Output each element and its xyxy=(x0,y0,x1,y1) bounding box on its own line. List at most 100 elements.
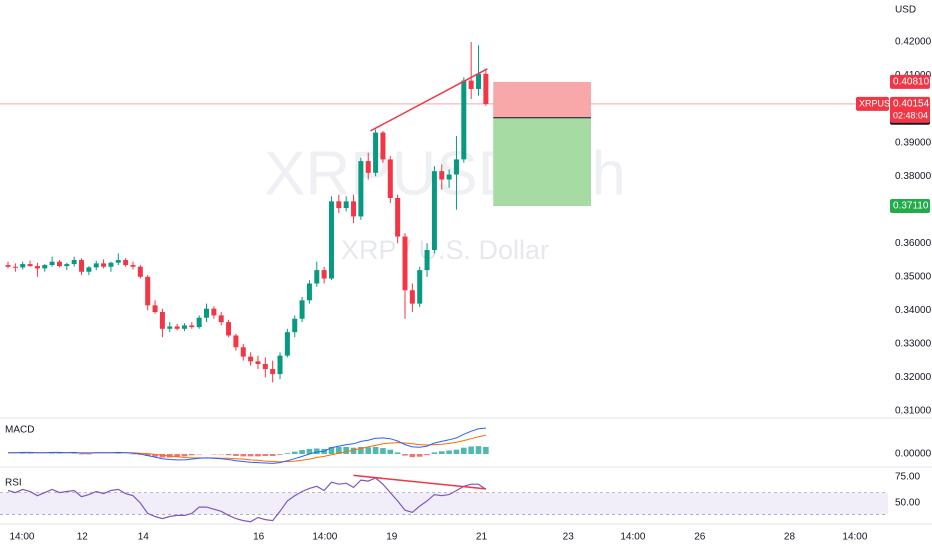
candle-body xyxy=(64,264,70,267)
candle-body xyxy=(439,171,445,180)
y-tick-label: 0.00000 xyxy=(895,449,932,460)
y-tick-label: 75.00 xyxy=(895,472,920,483)
histogram-bar xyxy=(159,453,166,458)
histogram-bar xyxy=(181,453,188,457)
candle-body xyxy=(167,326,173,329)
candle-body xyxy=(12,266,18,268)
trend-line xyxy=(370,68,488,132)
pane-title: MACD xyxy=(5,425,34,436)
histogram-bar xyxy=(255,453,261,457)
last-price-label: 0.40154 xyxy=(893,99,930,110)
candle-body xyxy=(387,159,393,198)
candle-body xyxy=(446,174,452,180)
target-zone xyxy=(493,117,591,207)
candle-body xyxy=(196,317,202,328)
histogram-bar xyxy=(152,453,158,457)
histogram-bar xyxy=(350,447,357,454)
candle-body xyxy=(145,276,151,306)
y-tick-label: 0.32000 xyxy=(895,372,932,383)
candle-body xyxy=(476,73,482,89)
candle-body xyxy=(108,262,114,267)
candle-body xyxy=(115,260,121,263)
candle-body xyxy=(306,283,312,301)
histogram-bar xyxy=(358,446,364,454)
histogram-bar xyxy=(313,448,320,454)
candle-body xyxy=(226,322,232,336)
candle-body xyxy=(380,132,386,160)
y-tick-label: 50.00 xyxy=(895,498,920,509)
histogram-bar xyxy=(225,453,232,456)
x-tick-label: 23 xyxy=(563,532,575,543)
stop-zone xyxy=(493,81,591,118)
candle-body xyxy=(262,364,268,370)
candle-body xyxy=(79,260,85,272)
histogram-bar xyxy=(387,449,394,454)
macd-line xyxy=(8,427,486,464)
histogram-bar xyxy=(461,447,467,454)
candle-body xyxy=(42,265,48,269)
candle-body xyxy=(321,270,327,279)
trend-line xyxy=(353,474,486,490)
candle-body xyxy=(453,159,459,175)
candle-body xyxy=(314,270,320,284)
candle-body xyxy=(34,266,40,269)
candle-body xyxy=(395,197,401,237)
candle-body xyxy=(204,308,210,318)
candle-body xyxy=(292,318,298,333)
pane-title: RSI xyxy=(5,478,22,489)
candle-body xyxy=(424,249,430,271)
histogram-bar xyxy=(144,453,151,456)
candle-body xyxy=(248,356,254,362)
x-tick-label: 19 xyxy=(386,532,398,543)
y-tick-label: 0.38000 xyxy=(895,171,932,182)
candle-body xyxy=(402,236,408,291)
histogram-bar xyxy=(328,446,335,454)
histogram-bar xyxy=(424,453,430,456)
candle-body xyxy=(181,325,187,329)
candle-body xyxy=(101,263,107,267)
histogram-bar xyxy=(269,453,276,456)
candle-body xyxy=(343,201,349,209)
histogram-bar xyxy=(233,453,239,456)
symbol-badge xyxy=(856,96,889,111)
histogram-bar xyxy=(394,452,401,454)
candle-body xyxy=(189,325,195,328)
candle-body xyxy=(49,261,55,266)
histogram-bar xyxy=(446,450,452,454)
countdown-label: 02:48:04 xyxy=(893,110,928,120)
y-tick-label: 0.33000 xyxy=(895,339,932,350)
histogram-bar xyxy=(453,449,460,454)
watermark-subtitle: XRP / U.S. Dollar xyxy=(341,235,549,265)
x-tick-label: 14 xyxy=(138,532,150,543)
candle-body xyxy=(56,261,62,267)
candle-body xyxy=(159,312,165,329)
histogram-bar xyxy=(468,446,474,454)
candle-body xyxy=(218,315,224,323)
histogram-bar xyxy=(343,446,349,454)
histogram-bar xyxy=(416,453,423,457)
y-tick-label: 0.39000 xyxy=(895,137,932,148)
x-tick-label: 16 xyxy=(253,532,265,543)
histogram-bar xyxy=(483,446,489,454)
histogram-bar xyxy=(262,453,269,456)
histogram-bar xyxy=(431,452,438,454)
candle-body xyxy=(5,265,11,267)
histogram-bar xyxy=(380,448,386,454)
symbol-label: XRPUSD xyxy=(859,98,897,108)
rsi-band xyxy=(0,492,888,515)
x-tick-label: 26 xyxy=(694,532,706,543)
candle-body xyxy=(351,201,357,217)
candle-body xyxy=(27,264,33,267)
x-tick-label: 21 xyxy=(476,532,488,543)
histogram-bar xyxy=(189,453,195,456)
y-tick-label: 0.42000 xyxy=(895,37,932,48)
histogram-bar xyxy=(336,446,342,454)
candle-body xyxy=(123,260,129,266)
candle-body xyxy=(431,171,437,250)
histogram-bar xyxy=(438,451,445,454)
x-tick-label: 14:00 xyxy=(312,532,337,543)
rsi-line xyxy=(7,477,487,523)
y-tick-label: 0.31000 xyxy=(895,406,932,417)
price-badge-label: 0.40810 xyxy=(893,77,930,88)
candle-body xyxy=(328,201,334,279)
